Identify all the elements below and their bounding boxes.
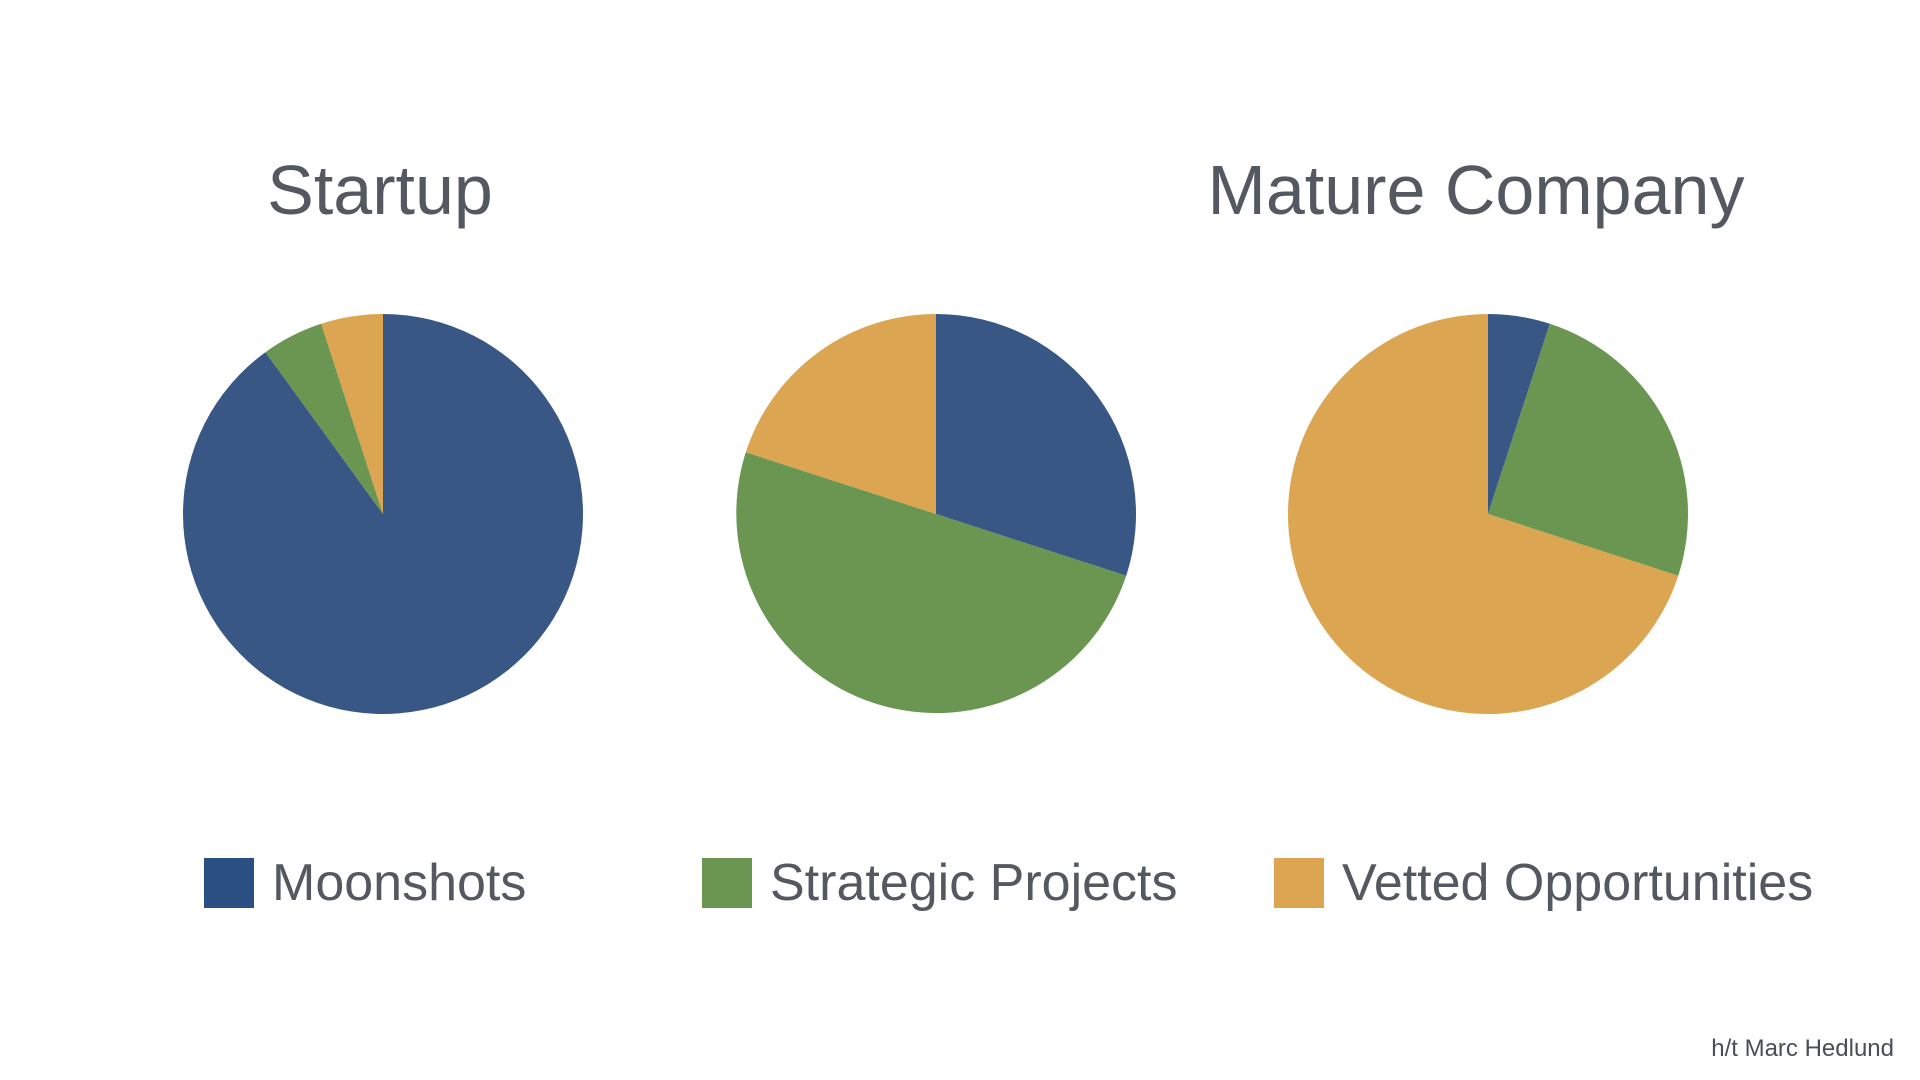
pie-slice-mature-company-strategic-projects — [1488, 323, 1688, 576]
pie-slice-middle-moonshots — [936, 314, 1136, 576]
legend-label-strategic-projects: Strategic Projects — [770, 854, 1178, 912]
chart-title-startup: Startup — [267, 151, 493, 229]
legend-swatch-moonshots — [204, 858, 254, 908]
pie-slice-middle-vetted-opportunities — [745, 314, 936, 514]
legend-item-strategic-projects: Strategic Projects — [702, 853, 1178, 913]
legend-label-vetted-opportunities: Vetted Opportunities — [1342, 854, 1814, 912]
credit-text: h/t Marc Hedlund — [1711, 1035, 1894, 1062]
pie-slice-startup-vetted-opportunities — [321, 314, 383, 514]
legend-item-vetted-opportunities: Vetted Opportunities — [1274, 853, 1813, 913]
pie-slice-startup-moonshots — [183, 314, 584, 714]
pie-slice-mature-company-moonshots — [1488, 314, 1550, 514]
chart-title-mature-company: Mature Company — [1207, 151, 1745, 229]
pie-slice-mature-company-vetted-opportunities — [1287, 314, 1679, 714]
pie-middle — [736, 314, 1136, 714]
pie-mature-company — [1287, 314, 1688, 714]
pie-slice-startup-strategic-projects — [265, 323, 383, 514]
pie-slice-middle-strategic-projects — [736, 452, 1127, 714]
legend: Moonshots Strategic Projects Vetted Oppo… — [0, 853, 1920, 913]
legend-swatch-vetted-opportunities — [1274, 858, 1324, 908]
legend-label-moonshots: Moonshots — [272, 854, 527, 912]
legend-item-moonshots: Moonshots — [204, 853, 526, 913]
legend-swatch-strategic-projects — [702, 858, 752, 908]
pie-startup — [183, 314, 584, 714]
